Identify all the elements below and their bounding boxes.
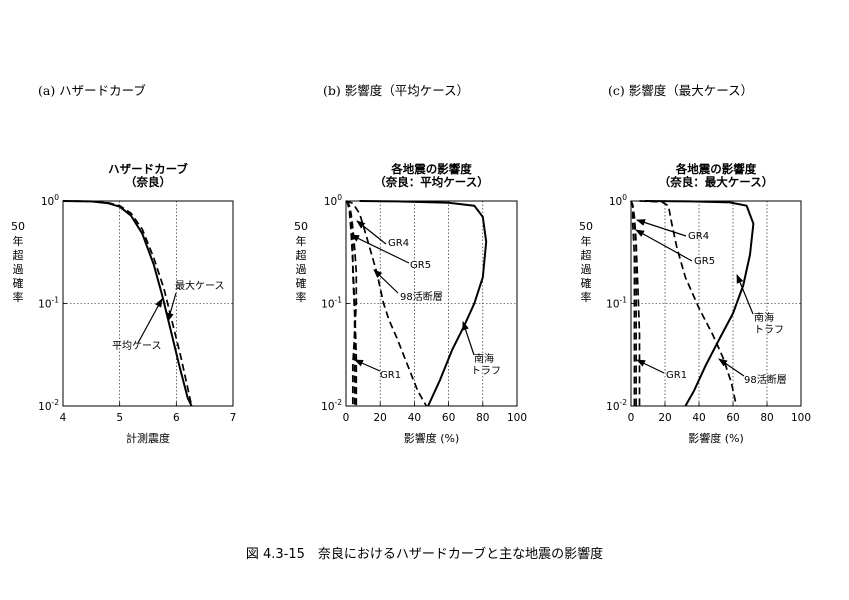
x-axis-label: 影響度 (%) [688, 431, 744, 445]
series-line [345, 200, 358, 406]
x-tick-label: 20 [658, 412, 671, 424]
annotation-label: トラフ [754, 324, 784, 336]
annotation-arrow [373, 269, 399, 294]
annotation-arrow [354, 359, 381, 372]
annotation-label: 98活断層 [400, 290, 443, 303]
y-axis-label: 50 [579, 220, 593, 233]
panel-b-label: (b) 影響度（平均ケース） [323, 83, 470, 98]
x-tick-label: 4 [60, 412, 67, 424]
x-tick-label: 5 [116, 412, 123, 424]
series-line [644, 200, 755, 407]
y-tick-label: 10-1 [38, 296, 59, 311]
y-tick-label: 10-2 [606, 398, 627, 413]
chart-subtitle: （奈良） [125, 175, 171, 189]
y-axis-label-char: 確 [581, 276, 592, 290]
x-tick-label: 7 [230, 412, 237, 424]
x-tick-label: 80 [760, 412, 773, 424]
y-axis-label-char: 年 [581, 234, 592, 248]
y-axis-label-char: 年 [296, 234, 307, 248]
series-line [630, 200, 636, 406]
y-tick-label: 10-2 [38, 398, 59, 413]
x-tick-label: 0 [628, 412, 635, 424]
annotation-label: GR4 [688, 231, 709, 242]
x-tick-label: 20 [374, 412, 387, 424]
x-tick-label: 60 [442, 412, 455, 424]
annotation-label: GR5 [410, 260, 431, 271]
y-axis-label-char: 超 [296, 248, 307, 262]
annotation-label: 南海 [474, 352, 494, 365]
panel-a-label: (a) ハザードカーブ [38, 83, 146, 98]
series-line [345, 200, 428, 407]
annotation-label: GR4 [388, 238, 409, 249]
x-tick-label: 0 [343, 412, 350, 424]
y-tick-label: 10-1 [606, 296, 627, 311]
annotation-label: 98活断層 [744, 373, 787, 386]
y-tick-label: 10-1 [321, 296, 342, 311]
x-tick-label: 60 [726, 412, 739, 424]
panel-c-label: (c) 影響度（最大ケース） [608, 83, 754, 98]
annotation-label: GR5 [694, 256, 715, 267]
y-axis-label-char: 率 [581, 290, 592, 304]
x-tick-label: 40 [692, 412, 705, 424]
annotation-arrow [736, 274, 754, 315]
y-axis-label-char: 超 [581, 248, 592, 262]
annotation-label: GR1 [380, 370, 401, 381]
x-tick-label: 40 [408, 412, 421, 424]
y-tick-label: 100 [324, 193, 342, 208]
annotation-label: 南海 [754, 311, 774, 324]
influence-average-chart: 各地震の影響度（奈良：平均ケース） 0 20 40 60 80 100 100 10-1 10-2… [294, 162, 527, 445]
y-tick-label: 10-2 [321, 398, 342, 413]
chart-title: 各地震の影響度 [675, 162, 757, 176]
series-line [630, 200, 641, 406]
y-tick-label: 100 [609, 193, 627, 208]
annotation-arrow [166, 292, 177, 322]
annotation-arrow [137, 298, 163, 344]
x-tick-label: 100 [507, 412, 527, 424]
series-line [62, 200, 193, 407]
figure-caption: 図 4.3-15 奈良におけるハザードカーブと主な地震の影響度 [245, 547, 604, 562]
y-axis-label-char: 過 [581, 263, 592, 276]
x-axis-label: 計測震度 [126, 431, 170, 445]
y-axis-label-char: 確 [13, 276, 24, 290]
y-axis-label-char: 年 [13, 234, 24, 248]
y-axis-label: 50 [11, 220, 25, 233]
y-axis-label-char: 過 [13, 263, 24, 276]
y-axis-label-char: 超 [13, 248, 24, 262]
chart-subtitle: （奈良：平均ケース） [374, 175, 488, 189]
y-axis-label: 50 [294, 220, 308, 233]
influence-maximum-chart: 各地震の影響度（奈良：最大ケース） 0 20 40 60 80 100 100 10-1 10-2… [579, 162, 811, 445]
annotation-arrow [350, 234, 410, 264]
y-axis-label-char: 率 [13, 290, 24, 304]
annotation-arrow [636, 219, 687, 237]
chart-title: ハザードカーブ [108, 162, 188, 176]
series-line [62, 200, 193, 407]
y-tick-label: 100 [41, 193, 59, 208]
x-tick-label: 80 [476, 412, 489, 424]
series-line [359, 200, 488, 407]
annotation-arrow [636, 359, 665, 374]
y-axis-label-char: 確 [296, 276, 307, 290]
x-tick-label: 100 [791, 412, 811, 424]
annotation-label: 最大ケース [175, 279, 225, 292]
y-axis-label-char: 率 [296, 290, 307, 304]
annotation-arrow [462, 321, 475, 356]
annotation-label: GR1 [666, 370, 687, 381]
x-tick-label: 6 [173, 412, 180, 424]
annotation-arrow [718, 358, 745, 377]
annotation-arrow [356, 220, 387, 245]
y-axis-label-char: 過 [296, 263, 307, 276]
annotation-label: トラフ [471, 365, 501, 377]
annotation-arrow [635, 229, 693, 262]
chart-subtitle: （奈良：最大ケース） [659, 175, 773, 189]
chart-title: 各地震の影響度 [390, 162, 472, 176]
x-axis-label: 影響度 (%) [404, 431, 460, 445]
annotation-label: 平均ケース [112, 340, 162, 352]
